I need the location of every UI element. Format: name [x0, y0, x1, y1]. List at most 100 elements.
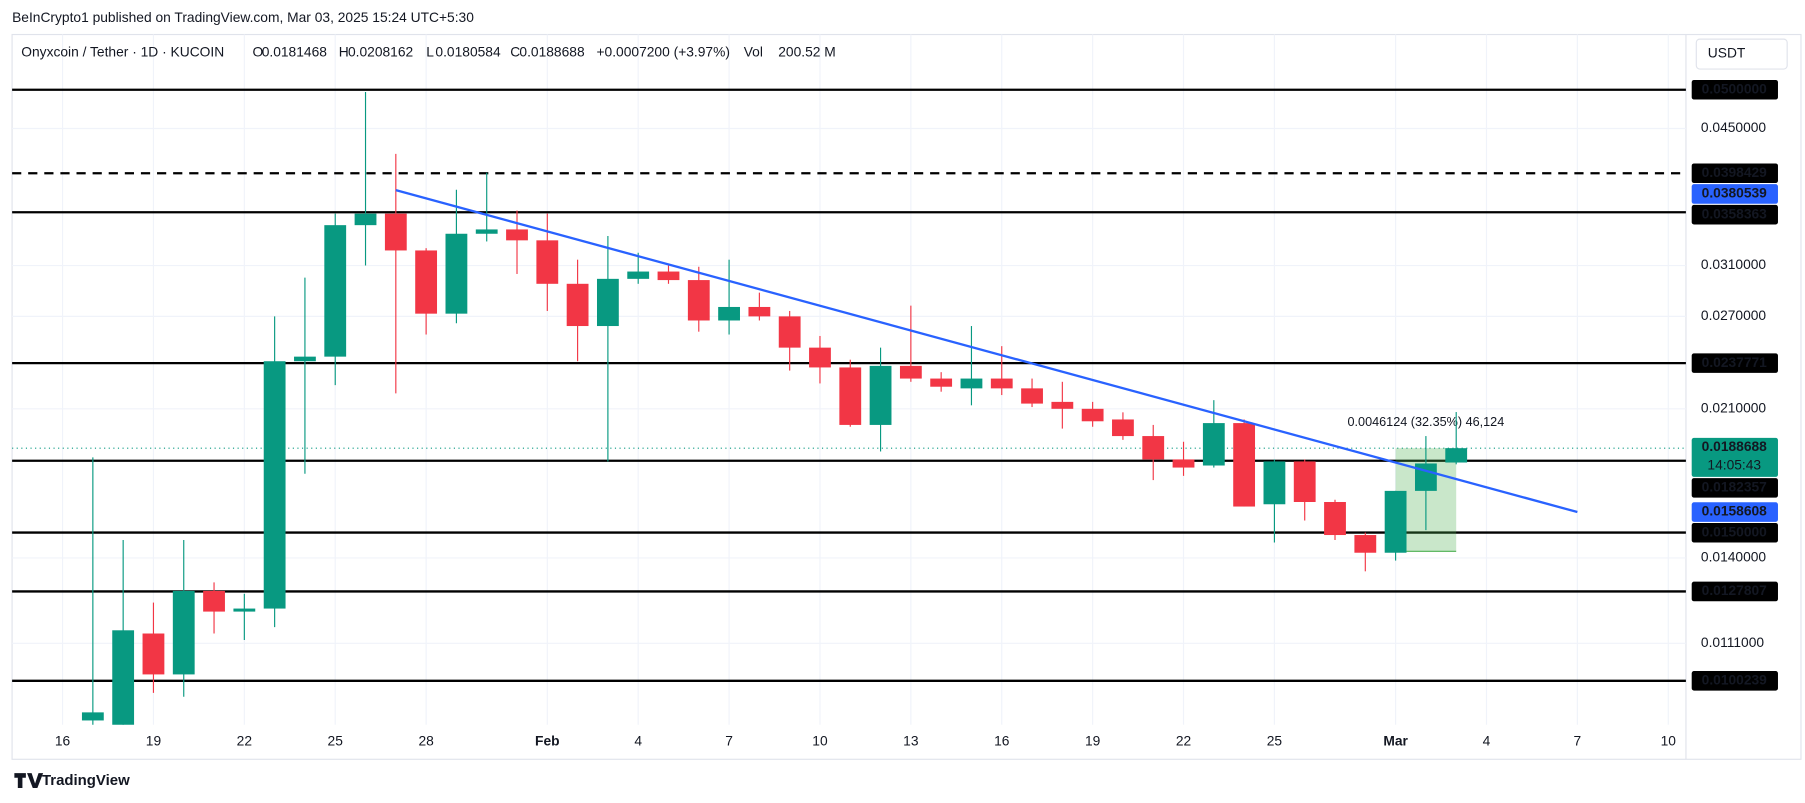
candle-body [81, 712, 104, 721]
x-tick-label: Mar [1383, 734, 1408, 749]
ohlc-key: L [426, 45, 434, 60]
candle-body [778, 316, 801, 348]
candle-body [1445, 448, 1468, 463]
candle-body [990, 378, 1013, 389]
x-tick-label: 28 [418, 734, 434, 749]
price-badge [1691, 502, 1778, 522]
candle-body [1263, 461, 1286, 505]
ohlc-value: 0.0181468 [262, 45, 328, 60]
candle-body [657, 271, 680, 281]
price-badge [1691, 79, 1778, 100]
chart-frame [11, 33, 1802, 760]
price-badge [1691, 204, 1778, 225]
price-badge-label: 0.0500000 [1702, 81, 1768, 96]
candle-body [1051, 401, 1074, 409]
candle-body [627, 271, 650, 279]
logo-icon [14, 773, 44, 789]
candle-body [1202, 423, 1225, 466]
currency-button[interactable] [1695, 38, 1788, 70]
candle-body [1324, 501, 1346, 536]
x-tick-label: 19 [1085, 734, 1101, 749]
price-badge [1691, 163, 1778, 184]
x-tick-label: 13 [903, 734, 919, 749]
candle-body [112, 630, 135, 725]
candle-body [809, 347, 831, 368]
candle-body [294, 356, 316, 362]
candle-body [718, 306, 740, 321]
axes: 16 19 22 25 28 Feb 4 7 10 13 16 19 22 25 Mar 4 7 10 0.0450… [55, 79, 1778, 749]
ohlc-value: 0.0180584 [435, 45, 501, 60]
candle-body [1142, 436, 1165, 460]
candle-body [1021, 388, 1043, 404]
price-badge-label: 0.0358363 [1702, 206, 1768, 221]
ohlc-key: C [510, 45, 520, 60]
candle-body [1293, 461, 1316, 502]
price-badge [1691, 671, 1778, 691]
price-badge-label: 0.0188688 [1702, 439, 1768, 454]
candle-body [839, 367, 862, 425]
x-tick-label: 4 [1483, 734, 1491, 749]
y-tick-label: 0.0140000 [1701, 550, 1767, 565]
x-tick-label: 16 [55, 734, 71, 749]
x-tick-label: 7 [725, 734, 733, 749]
candle-body [384, 213, 407, 251]
price-badge [1691, 581, 1778, 602]
price-badge-label: 0.0380539 [1702, 186, 1768, 201]
price-badge-label: 0.0182357 [1702, 480, 1768, 495]
x-tick-label: 22 [1176, 734, 1191, 749]
candle-body [233, 608, 256, 612]
x-tick-label: 10 [1661, 734, 1677, 749]
x-tick-label: 7 [1574, 734, 1582, 749]
candle-body [203, 590, 225, 612]
candle-body [596, 278, 619, 327]
price-badge-label: 0.0237771 [1702, 355, 1768, 370]
symbol-label: Onyxcoin / Tether · 1D · KUCOIN [21, 45, 224, 60]
trendline [395, 189, 1578, 514]
candle-body [1081, 408, 1104, 422]
ohlc-value: 0.0208162 [348, 45, 413, 60]
candle-body [445, 233, 468, 314]
x-tick-label: 25 [328, 734, 344, 749]
y-tick-label: 0.0210000 [1701, 400, 1767, 415]
x-tick-label: 22 [237, 734, 252, 749]
publish-header: BeInCrypto1 published on TradingView.com… [12, 10, 474, 25]
x-tick-label: 4 [634, 734, 642, 749]
candle-body [687, 280, 710, 321]
candle-body [415, 250, 438, 314]
price-badge [1691, 522, 1778, 543]
y-tick-label: 0.0310000 [1701, 257, 1767, 272]
price-badge-label: 14:05:43 [1707, 458, 1761, 473]
x-tick-label: 25 [1267, 734, 1283, 749]
price-badge [1691, 184, 1778, 204]
logo-text: TradingView [42, 772, 130, 789]
ohlc-key: H [339, 45, 349, 60]
x-tick-label: Feb [535, 734, 560, 749]
candle-body [930, 378, 953, 387]
candle-body [869, 365, 892, 425]
candle-body [1233, 423, 1256, 507]
change-value: +0.0007200 (+3.97%) [596, 45, 729, 60]
price-badge [1691, 353, 1778, 373]
measure-label: 0.0046124 (32.35%) 46,124 [1348, 415, 1505, 429]
price-badge [1691, 437, 1778, 477]
candle-body [960, 378, 983, 389]
candle-body [172, 590, 195, 675]
candle-body [1112, 419, 1134, 437]
price-badge-label: 0.0398429 [1702, 165, 1768, 180]
x-tick-label: 10 [812, 734, 828, 749]
price-badge-label: 0.0150000 [1702, 524, 1768, 539]
candle-body [1354, 535, 1377, 553]
price-badge-label: 0.0100239 [1702, 672, 1768, 687]
price-badge-label: 0.0127807 [1702, 583, 1768, 598]
candle-body [475, 229, 498, 234]
candle-body [748, 306, 771, 317]
price-badge-label: 0.0158608 [1702, 504, 1768, 519]
y-tick-label: 0.0450000 [1701, 120, 1767, 135]
price-badge [1691, 478, 1778, 498]
x-tick-label: 16 [994, 734, 1010, 749]
candle-body [142, 633, 165, 675]
currency-label[interactable]: USDT [1708, 46, 1746, 61]
